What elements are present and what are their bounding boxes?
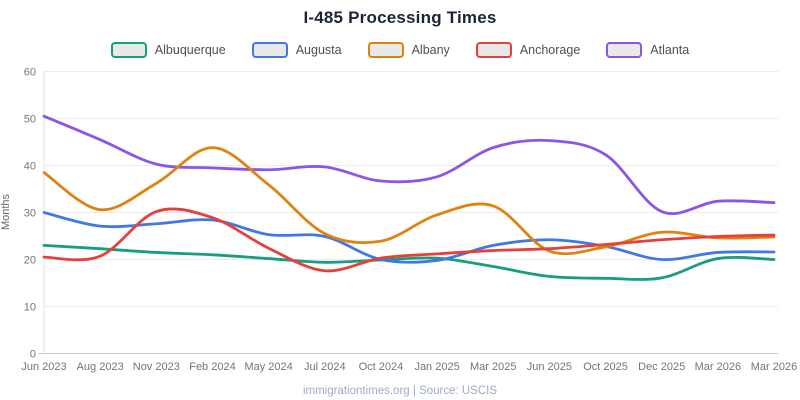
series-line-atlanta	[42, 114, 776, 215]
y-tick-label-0: 0	[30, 349, 36, 361]
y-axis-label: Months	[0, 193, 12, 231]
series-line-augusta	[42, 211, 776, 264]
x-tick-label-0: Jun 2023	[21, 361, 66, 373]
x-tick-label-12: Mar 2026	[695, 361, 741, 373]
x-tick-label-2: Nov 2023	[133, 361, 180, 373]
legend-item-albany[interactable]: Albany	[367, 42, 450, 58]
series-line-albuquerque	[42, 244, 776, 281]
legend-swatch-icon	[606, 42, 643, 58]
legend: Albuquerque Augusta Albany Anchorage Atlanta	[0, 42, 800, 58]
source-attribution: immigrationtimes.org | Source: USCIS	[302, 385, 498, 397]
legend-item-albuquerque[interactable]: Albuquerque	[110, 42, 226, 58]
y-tick-label-60: 60	[24, 67, 36, 79]
x-tick-label-6: Oct 2024	[359, 361, 404, 373]
y-tick-label-20: 20	[24, 255, 36, 267]
legend-swatch-icon	[251, 42, 288, 58]
legend-label: Albany	[411, 43, 450, 57]
x-tick-label-7: Jan 2025	[414, 361, 459, 373]
x-tick-label-1: Aug 2023	[77, 361, 124, 373]
legend-item-anchorage[interactable]: Anchorage	[475, 42, 581, 58]
x-tick-label-5: Jul 2024	[304, 361, 346, 373]
legend-item-augusta[interactable]: Augusta	[251, 42, 342, 58]
x-tick-label-8: Mar 2025	[470, 361, 516, 373]
legend-swatch-icon	[367, 42, 404, 58]
x-tick-label-4: May 2024	[244, 361, 292, 373]
y-tick-label-10: 10	[24, 302, 36, 314]
x-tick-label-10: Oct 2025	[583, 361, 628, 373]
x-tick-label-11: Dec 2025	[638, 361, 685, 373]
x-tick-label-9: Jun 2025	[527, 361, 572, 373]
legend-swatch-icon	[110, 42, 147, 58]
legend-item-atlanta[interactable]: Atlanta	[606, 42, 689, 58]
series-line-albany	[42, 146, 776, 256]
legend-label: Atlanta	[650, 43, 690, 57]
y-tick-label-50: 50	[24, 114, 36, 126]
y-tick-label-30: 30	[24, 208, 36, 220]
legend-label: Augusta	[295, 43, 342, 57]
x-tick-label-3: Feb 2024	[189, 361, 235, 373]
series-line-anchorage	[42, 207, 776, 273]
legend-label: Anchorage	[519, 43, 581, 57]
y-tick-label-40: 40	[24, 161, 36, 173]
legend-label: Albuquerque	[154, 43, 226, 57]
x-tick-label-13: Mar 2026	[751, 361, 797, 373]
legend-swatch-icon	[475, 42, 512, 58]
chart-title: I-485 Processing Times	[303, 8, 497, 27]
